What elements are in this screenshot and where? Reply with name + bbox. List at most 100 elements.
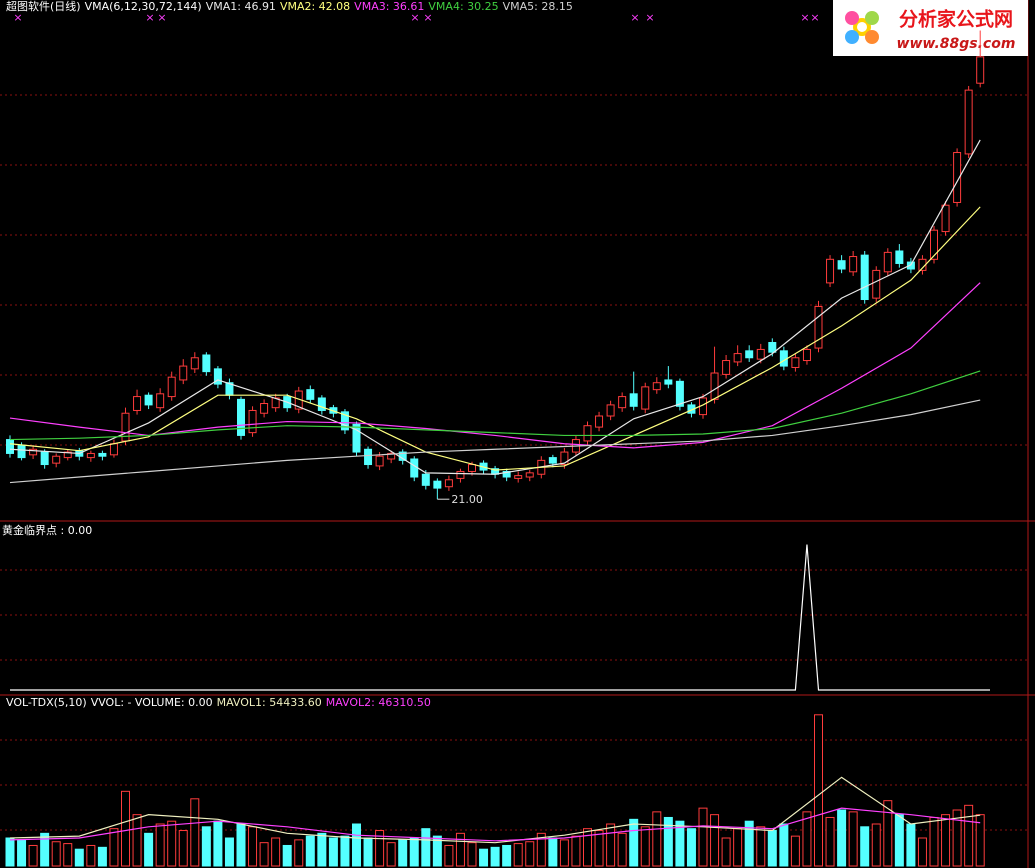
volume-bar [155,823,165,867]
candle-body [352,423,361,453]
candle-body [340,411,349,431]
candle-body [502,470,511,478]
candle-body [964,89,973,155]
volume-bar [63,843,73,867]
volume-bar [97,846,107,867]
volume-bar [975,814,985,867]
volume-bar [409,837,419,867]
candle-body [63,451,72,459]
svg-text:×: × [410,11,419,24]
volume-bar [721,837,731,867]
candle-body [237,398,245,436]
signal-label: 黄金临界点 : 0.00 [2,523,92,537]
header-item: VOLUME: 0.00 [135,696,213,709]
volume-bar [802,811,812,867]
candle-body [652,382,661,391]
volume-bar [455,832,465,867]
candle-body [306,389,315,400]
volume-bar [224,837,234,867]
volume-bar [790,835,800,867]
candle-body [514,475,523,479]
volume-bar [744,820,754,867]
volume-bar [109,828,119,867]
candle-body [190,357,199,370]
candle-body [144,394,153,406]
candle-body [109,443,118,456]
svg-text:×: × [423,11,432,24]
candle-body [849,256,858,273]
header-item: VMA3: 36.61 [354,0,424,13]
candle-body [548,457,557,464]
volume-bar [548,837,558,867]
logo-url: www.88gs.com [897,36,1016,52]
volume-bar [629,818,639,867]
svg-text:×: × [810,11,819,24]
candle-body [364,448,373,466]
volume-bar [652,811,662,867]
candle-body [976,56,985,84]
candle-body [906,261,915,270]
candle-body [213,368,222,385]
volume-bar [167,820,177,867]
candle-body [179,365,188,381]
volume-bar [467,842,477,867]
volume-bar [317,832,327,867]
volume-bar [941,814,951,867]
volume-bar [583,828,592,867]
candle-body [826,258,835,284]
volume-bar [536,832,546,867]
signal-line [10,544,990,691]
candle-body [248,409,257,434]
svg-text:×: × [145,11,154,24]
volume-bar [479,848,489,867]
volume-bar [51,841,61,867]
volume-bar [814,714,823,867]
volume-bar [340,835,350,867]
volume-bar [594,830,604,867]
volume-header: VOL-TDX(5,10) VVOL: - VOLUME: 0.00 MAVOL1: … [6,696,431,709]
volume-bar [571,835,581,867]
volume-bar [432,835,442,867]
candle-body [791,357,800,368]
volume-bar [883,800,893,867]
candle-body [953,152,962,203]
volume-bar [929,816,939,867]
candle-body [560,451,569,466]
logo-name: 分析家公式网 [899,8,1013,31]
header-item: MAVOL2: 46310.50 [326,696,431,709]
volume-bar [606,823,616,867]
candle-body [40,451,49,466]
candle-body [883,251,892,273]
volume-bar [710,814,720,867]
volume-bar [363,837,373,867]
candle-body [421,473,430,486]
volume-ma-line [9,776,981,844]
volume-bar [201,826,211,867]
volume-bar [756,826,766,867]
volume-bar [733,828,743,867]
volume-bar [17,839,27,867]
candle-body [733,353,742,363]
volume-bar [248,826,258,867]
ma-line [9,139,981,475]
volume-bar [5,837,15,867]
candle-body [456,470,465,479]
volume-bar [178,830,188,867]
volume-bar [121,790,130,867]
volume-bar [617,832,627,867]
candle-body [133,396,142,411]
candle-body [722,360,731,375]
candle-body [941,204,950,233]
volume-bar [444,844,454,867]
candle-body [930,229,938,260]
header-item: VOL-TDX(5,10) [6,696,87,709]
candle-body [583,425,592,442]
volume-bar [190,798,200,867]
header-item: VVOL: - [91,696,132,709]
volume-bar [906,823,916,867]
svg-text:×: × [13,11,22,24]
candle-body [202,354,211,373]
candle-body [664,379,673,385]
candle-body [710,372,719,400]
